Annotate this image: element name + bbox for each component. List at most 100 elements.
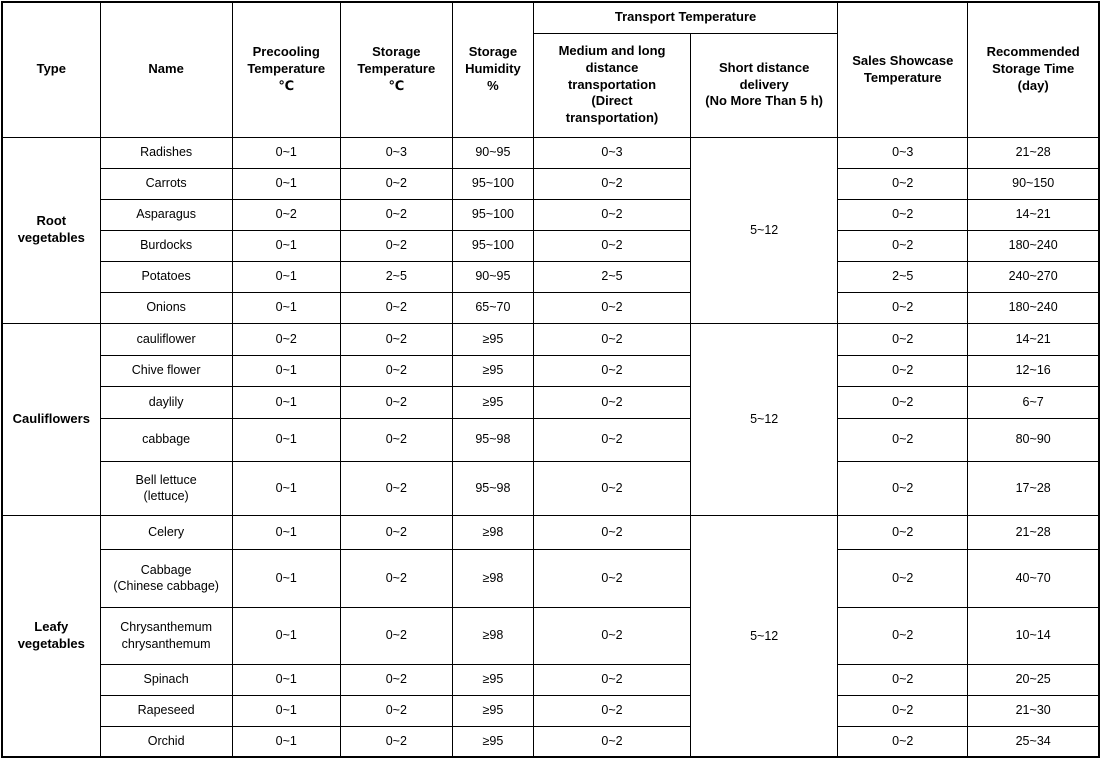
storage-humidity-cell: 65~70	[451, 291, 534, 324]
table-section: Root vegetables Radishes 0~1 0~3 90~95 0~3 5~1…	[1, 136, 1100, 324]
name-cell: daylily	[99, 385, 233, 419]
precooling-temperature-cell: 0~1	[231, 260, 341, 293]
table-row: Potatoes 0~1 2~5 90~95 2~5 2~5 240~270	[2, 260, 1100, 293]
storage-temperature-cell: 0~2	[339, 606, 453, 665]
sales-showcase-cell: 0~2	[837, 606, 969, 665]
storage-temperature-cell: 0~2	[339, 725, 453, 758]
name-cell: Orchid	[99, 725, 233, 758]
sales-showcase-cell: 0~2	[837, 548, 969, 608]
storage-humidity-cell: 90~95	[451, 260, 534, 293]
table-row: Root vegetables Radishes 0~1 0~3 90~95 0~3 5~1…	[1, 136, 1100, 324]
medium-long-transport-cell: 0~2	[532, 354, 692, 387]
header-type: Type	[1, 1, 101, 138]
table-section: Leafy vegetables Celery 0~1 0~2 ≥98 0~2 5~12 0~…	[1, 514, 1100, 758]
medium-long-transport-cell: 0~2	[532, 460, 692, 516]
storage-humidity-cell: 90~95	[451, 136, 534, 169]
recommended-storage-time-cell: 90~150	[967, 167, 1100, 200]
recommended-storage-time-cell: 6~7	[967, 385, 1100, 419]
medium-long-transport-cell: 2~5	[532, 260, 692, 293]
medium-long-transport-cell: 0~3	[532, 136, 692, 169]
header-short-distance: Short distance delivery (No More Than 5 …	[690, 32, 839, 138]
precooling-temperature-cell: 0~1	[231, 136, 341, 169]
name-cell: Asparagus	[99, 198, 233, 231]
recommended-storage-time-cell: 80~90	[967, 417, 1100, 462]
precooling-temperature-cell: 0~1	[231, 385, 341, 419]
recommended-storage-time-cell: 17~28	[967, 460, 1100, 516]
storage-temperature-cell: 0~2	[339, 322, 453, 356]
storage-temperature-cell: 0~2	[339, 514, 453, 550]
name-cell: Radishes	[99, 136, 233, 169]
table-row: Cauliflowers cauliflower 0~2 0~2 ≥95 0~2 5~12 0…	[1, 322, 1100, 516]
table-row: Carrots 0~1 0~2 95~100 0~2 0~2 90~150	[2, 167, 1100, 200]
recommended-storage-time-cell: 40~70	[967, 548, 1100, 608]
header-precooling: Precooling Temperature ℃	[231, 1, 341, 138]
recommended-storage-time-cell: 180~240	[967, 291, 1100, 324]
medium-long-transport-cell: 0~2	[532, 229, 692, 262]
storage-temperature-cell: 0~2	[339, 385, 453, 419]
medium-long-transport-cell: 0~2	[532, 198, 692, 231]
storage-humidity-cell: 95~100	[451, 229, 534, 262]
name-cell: Cabbage (Chinese cabbage)	[99, 548, 233, 608]
table-row: Cabbage (Chinese cabbage) 0~1 0~2 ≥98 0~2 0~2…	[2, 548, 1100, 608]
table-row: Chrysanthemum chrysanthemum 0~1 0~2 ≥98 0~2 0…	[2, 606, 1100, 665]
table-section: Cauliflowers cauliflower 0~2 0~2 ≥95 0~2 5~12 0…	[1, 322, 1100, 516]
medium-long-transport-cell: 0~2	[532, 514, 692, 550]
precooling-temperature-cell: 0~2	[231, 322, 341, 356]
header-medium-long-transport: Medium and long distance transportation …	[532, 32, 692, 138]
header-sales-showcase: Sales Showcase Temperature	[837, 1, 969, 138]
storage-humidity-cell: 95~100	[451, 167, 534, 200]
precooling-temperature-cell: 0~1	[231, 291, 341, 324]
table-row: Spinach 0~1 0~2 ≥95 0~2 0~2 20~25	[2, 663, 1100, 696]
section-type-cell: Leafy vegetables	[1, 514, 101, 758]
sales-showcase-cell: 0~2	[837, 322, 969, 356]
recommended-storage-time-cell: 10~14	[967, 606, 1100, 665]
storage-temperature-cell: 0~2	[339, 167, 453, 200]
precooling-temperature-cell: 0~1	[231, 460, 341, 516]
precooling-temperature-cell: 0~1	[231, 514, 341, 550]
storage-temperature-cell: 0~2	[339, 229, 453, 262]
medium-long-transport-cell: 0~2	[532, 322, 692, 356]
storage-temperature-cell: 0~2	[339, 291, 453, 324]
table-row: Burdocks 0~1 0~2 95~100 0~2 0~2 180~240	[2, 229, 1100, 262]
name-cell: Chive flower	[99, 354, 233, 387]
short-distance-delivery-cell: 5~12	[690, 514, 839, 758]
table-row: Bell lettuce (lettuce) 0~1 0~2 95~98 0~2 0~2 1…	[2, 460, 1100, 516]
sales-showcase-cell: 2~5	[837, 260, 969, 293]
sales-showcase-cell: 0~2	[837, 460, 969, 516]
sales-showcase-cell: 0~2	[837, 694, 969, 727]
header-row-2: Medium and long distance transportation …	[2, 32, 1099, 138]
sales-showcase-cell: 0~2	[837, 514, 969, 550]
storage-humidity-cell: ≥95	[451, 694, 534, 727]
section-type-cell: Root vegetables	[1, 136, 101, 324]
precooling-temperature-cell: 0~1	[231, 694, 341, 727]
precooling-temperature-cell: 0~1	[231, 548, 341, 608]
recommended-storage-time-cell: 21~28	[967, 514, 1100, 550]
header-name: Name	[99, 1, 233, 138]
table-row: daylily 0~1 0~2 ≥95 0~2 0~2 6~7	[2, 385, 1100, 419]
medium-long-transport-cell: 0~2	[532, 606, 692, 665]
storage-temperature-cell: 0~2	[339, 663, 453, 696]
header-transport-temperature: Transport Temperature	[532, 1, 839, 34]
storage-temperature-cell: 0~2	[339, 354, 453, 387]
name-cell: Carrots	[99, 167, 233, 200]
storage-humidity-cell: ≥95	[451, 385, 534, 419]
recommended-storage-time-cell: 14~21	[967, 198, 1100, 231]
sales-showcase-cell: 0~2	[837, 663, 969, 696]
precooling-temperature-cell: 0~1	[231, 167, 341, 200]
medium-long-transport-cell: 0~2	[532, 725, 692, 758]
recommended-storage-time-cell: 240~270	[967, 260, 1100, 293]
recommended-storage-time-cell: 25~34	[967, 725, 1100, 758]
medium-long-transport-cell: 0~2	[532, 385, 692, 419]
storage-humidity-cell: ≥95	[451, 725, 534, 758]
storage-humidity-cell: 95~98	[451, 460, 534, 516]
table-row: cabbage 0~1 0~2 95~98 0~2 0~2 80~90	[2, 417, 1100, 462]
header-recommended-storage-time: Recommended Storage Time (day)	[967, 1, 1100, 138]
medium-long-transport-cell: 0~2	[532, 663, 692, 696]
table-row: Asparagus 0~2 0~2 95~100 0~2 0~2 14~21	[2, 198, 1100, 231]
sales-showcase-cell: 0~3	[837, 136, 969, 169]
medium-long-transport-cell: 0~2	[532, 167, 692, 200]
precooling-temperature-cell: 0~1	[231, 229, 341, 262]
table-row: Rapeseed 0~1 0~2 ≥95 0~2 0~2 21~30	[2, 694, 1100, 727]
